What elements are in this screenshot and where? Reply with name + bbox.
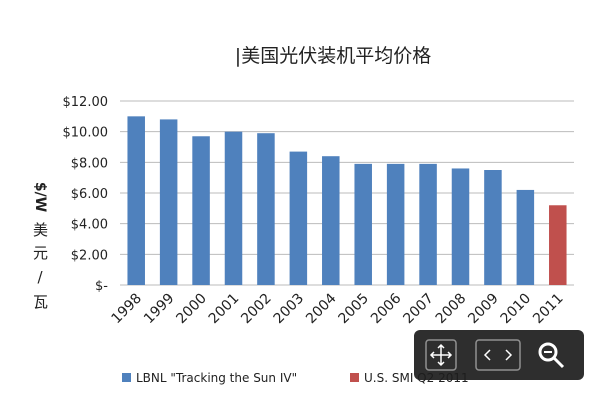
x-tick-label: 2007 bbox=[400, 291, 437, 328]
bar bbox=[516, 189, 535, 285]
bar bbox=[549, 205, 567, 285]
bar bbox=[484, 170, 502, 285]
x-tick-label: 1999 bbox=[141, 291, 178, 328]
legend-swatch bbox=[350, 373, 359, 382]
bar bbox=[224, 131, 243, 285]
legend-swatch bbox=[122, 373, 131, 382]
bar bbox=[159, 119, 178, 286]
x-tick-label: 2008 bbox=[433, 291, 470, 328]
pan-button[interactable] bbox=[475, 339, 521, 371]
x-tick-label: 2000 bbox=[173, 291, 210, 328]
x-tick-label: 2010 bbox=[498, 291, 535, 328]
bar bbox=[386, 163, 405, 285]
bar bbox=[127, 116, 145, 285]
y-tick-label: $6.00 bbox=[71, 187, 108, 202]
x-tick-label: 2004 bbox=[303, 290, 340, 327]
x-tick-label: 2001 bbox=[206, 291, 243, 328]
y-tick-label: $4.00 bbox=[71, 218, 108, 233]
y-tick-label: $8.00 bbox=[71, 156, 108, 171]
y-tick-label: $12.00 bbox=[63, 95, 109, 110]
x-tick-label: 2005 bbox=[336, 291, 373, 328]
y-axis-label: $/W bbox=[32, 182, 48, 212]
x-tick-label: 2009 bbox=[465, 291, 502, 328]
y-tick-label: $10.00 bbox=[63, 126, 109, 141]
fullscreen-button[interactable] bbox=[425, 339, 457, 371]
x-tick-label: 2011 bbox=[530, 291, 567, 328]
y-tick-label: $2.00 bbox=[71, 248, 108, 263]
chart-title: |美国光伏装机平均价格 bbox=[235, 45, 431, 67]
bar bbox=[322, 156, 340, 285]
x-tick-label: 2003 bbox=[271, 291, 308, 328]
toolbar-icons bbox=[425, 339, 565, 371]
x-tick-label: 2002 bbox=[238, 291, 275, 328]
bar bbox=[419, 163, 437, 285]
bar bbox=[354, 163, 372, 285]
legend-label: LBNL "Tracking the Sun IV" bbox=[136, 371, 297, 385]
bar bbox=[451, 168, 470, 285]
bar bbox=[257, 133, 275, 285]
bar bbox=[192, 136, 210, 285]
viewer-toolbar bbox=[414, 330, 584, 380]
x-tick-label: 1998 bbox=[109, 291, 146, 328]
y-tick-label: $- bbox=[95, 279, 108, 294]
bar bbox=[289, 151, 308, 285]
x-tick-label: 2006 bbox=[368, 290, 405, 327]
zoom-button[interactable] bbox=[538, 342, 565, 369]
y-axis-label-secondary: 美元/瓦 bbox=[31, 222, 49, 317]
